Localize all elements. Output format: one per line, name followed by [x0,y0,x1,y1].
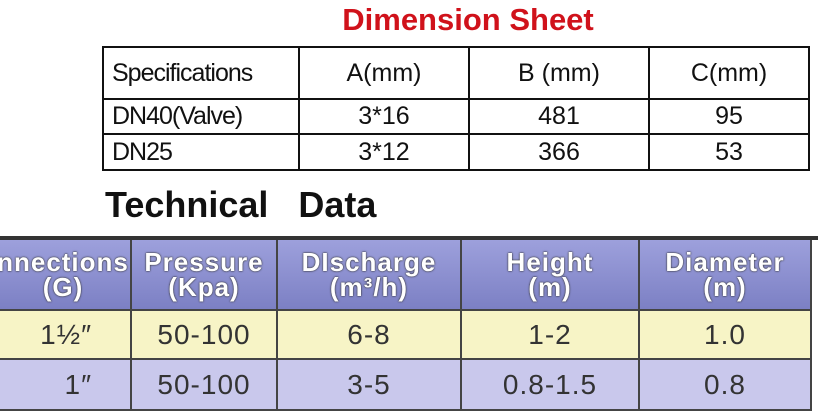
table-cell: 1″ [0,360,132,411]
table-cell: 3*12 [298,133,470,171]
header-line: Height [506,246,594,277]
header-cell: C(mm) [648,46,810,100]
table-cell: 3-5 [278,360,462,411]
header-line: (Kpa) [168,271,240,302]
header-line: (m) [528,271,572,302]
table-cell: 366 [468,133,650,171]
table-cell: 1-2 [462,311,640,360]
table-cell: 50-100 [132,360,278,411]
dimension-title: Dimension Sheet [342,2,594,37]
header-line: (m³/h) [329,271,409,302]
table-cell: 95 [648,98,810,135]
table-cell: 1.0 [640,311,812,360]
header-cell: Height (m) [462,240,640,311]
header-cell: nnections (G) [0,240,132,311]
table-cell: DN25 [102,133,300,171]
header-line: (m) [703,271,747,302]
table-cell: 0.8-1.5 [462,360,640,411]
table-cell: 0.8 [640,360,812,411]
header-line: DIscharge [301,246,437,277]
table-top-border [0,236,818,240]
header-cell: Diameter (m) [640,240,812,311]
table-right-edge [812,240,818,409]
header-cell: B (mm) [468,46,650,100]
header-line: (G) [42,271,84,302]
header-line: nnections [0,246,129,277]
technical-title: Technical Data [105,184,377,225]
table-cell: 1½″ [0,311,132,360]
header-line: Pressure [144,246,264,277]
table-cell: 481 [468,98,650,135]
header-cell: DIscharge (m³/h) [278,240,462,311]
header-cell: Pressure (Kpa) [132,240,278,311]
header-cell: A(mm) [298,46,470,100]
header-cell: Specifications [102,46,300,100]
table-cell: DN40(Valve) [102,98,300,135]
table-cell: 6-8 [278,311,462,360]
table-cell: 50-100 [132,311,278,360]
header-line: Diameter [665,246,785,277]
table-cell: 3*16 [298,98,470,135]
table-cell: 53 [648,133,810,171]
